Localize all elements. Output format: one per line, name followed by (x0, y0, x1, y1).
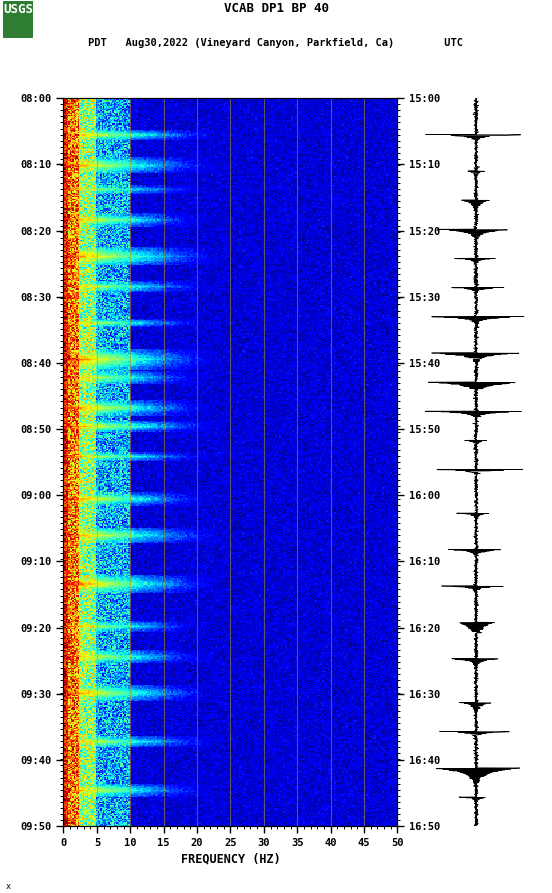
Text: VCAB DP1 BP 40: VCAB DP1 BP 40 (224, 2, 328, 14)
Text: USGS: USGS (3, 3, 33, 15)
Text: PDT   Aug30,2022 (Vineyard Canyon, Parkfield, Ca)        UTC: PDT Aug30,2022 (Vineyard Canyon, Parkfie… (88, 38, 464, 48)
X-axis label: FREQUENCY (HZ): FREQUENCY (HZ) (181, 852, 280, 865)
Bar (3, 1, 33, 38)
Text: x: x (6, 881, 10, 890)
